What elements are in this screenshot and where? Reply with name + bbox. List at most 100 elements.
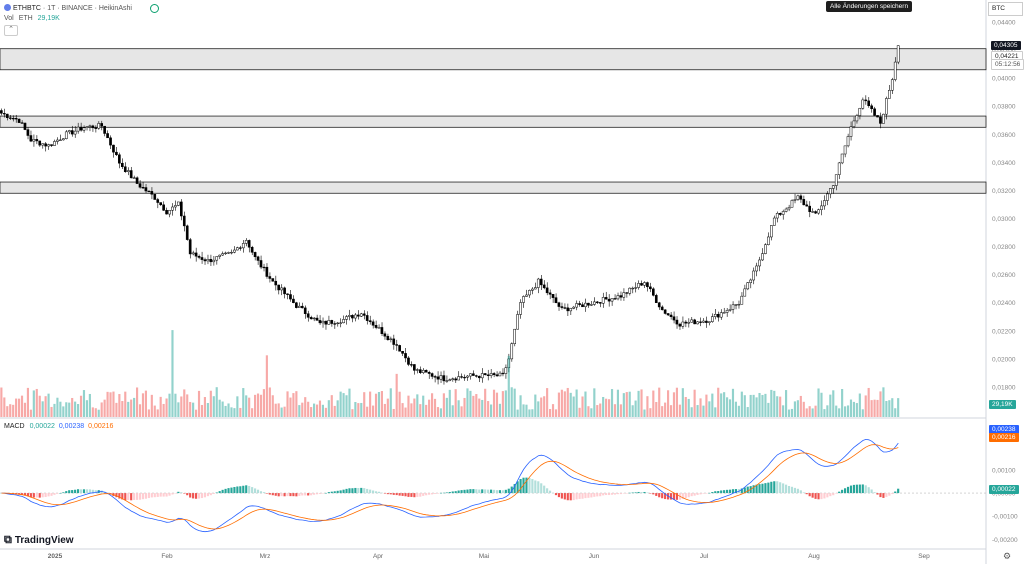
- volume-bar: [587, 406, 590, 417]
- candle: [345, 316, 348, 320]
- volume-bar: [268, 387, 271, 417]
- candle: [610, 298, 614, 302]
- volume-bar: [602, 396, 605, 417]
- volume-bar: [507, 355, 510, 417]
- volume-bar: [546, 388, 549, 417]
- candle: [796, 195, 800, 200]
- candle: [348, 315, 351, 317]
- macd-histogram-bar: [487, 489, 490, 494]
- candle: [147, 190, 151, 193]
- candle: [837, 162, 841, 175]
- candle: [469, 373, 472, 377]
- volume-bar: [596, 405, 599, 417]
- volume-bar: [879, 391, 882, 417]
- candle: [528, 290, 531, 296]
- volume-bar: [59, 401, 62, 417]
- macd-histogram-bar: [77, 489, 80, 494]
- volume-bar: [431, 393, 434, 417]
- volume-bar: [295, 391, 298, 417]
- volume-bar: [664, 402, 667, 417]
- candle: [138, 183, 142, 188]
- volume-bar: [165, 398, 168, 417]
- candle: [79, 126, 83, 131]
- volume-bar: [802, 401, 805, 417]
- macd-histogram-bar: [280, 493, 283, 497]
- macd-tick-label: -0,00100: [992, 514, 1018, 521]
- interval-label[interactable]: 1T: [47, 5, 56, 12]
- volume-bar: [133, 397, 136, 417]
- macd-histogram-bar: [849, 485, 853, 494]
- macd-histogram-bar: [808, 493, 811, 497]
- histogram-badge: 0,00022: [989, 485, 1019, 494]
- volume-bar: [782, 405, 785, 417]
- volume-bar: [858, 393, 861, 417]
- candle: [808, 205, 811, 212]
- volume-bar: [259, 394, 263, 417]
- volume-bar: [215, 387, 218, 417]
- candle: [684, 321, 688, 324]
- macd-histogram-bar: [796, 488, 799, 494]
- volume-bar: [832, 390, 835, 417]
- candle: [191, 252, 195, 255]
- candle: [604, 297, 608, 300]
- volume-bar: [711, 393, 714, 417]
- volume-bar: [844, 406, 847, 417]
- volume-bar: [661, 406, 664, 417]
- volume-bar: [100, 402, 103, 417]
- candle: [106, 133, 109, 139]
- candle: [144, 187, 148, 192]
- candle: [268, 276, 272, 279]
- candle: [557, 302, 561, 307]
- price-tick-label: 0,02400: [992, 300, 1016, 307]
- volume-bar: [103, 399, 106, 417]
- candle: [165, 210, 168, 215]
- macd-histogram-bar: [433, 493, 437, 494]
- macd-histogram-bar: [764, 483, 767, 494]
- candle: [519, 302, 522, 315]
- macd-histogram-bar: [805, 493, 808, 495]
- candle: [681, 321, 685, 327]
- collapse-legend-button[interactable]: ⌃: [4, 25, 18, 36]
- currency-selector[interactable]: BTC: [988, 2, 1023, 16]
- candle: [256, 256, 260, 261]
- settings-gear-icon[interactable]: ⚙: [1003, 551, 1012, 561]
- candle: [607, 298, 611, 302]
- exchange-label: BINANCE: [61, 5, 93, 12]
- volume-bar: [643, 409, 646, 417]
- candle: [156, 199, 160, 203]
- macd-histogram-bar: [88, 489, 91, 494]
- chart-style-label: HeikinAshi: [98, 5, 132, 12]
- volume-bar: [162, 403, 165, 417]
- candle: [374, 325, 378, 328]
- volume-bar: [619, 404, 622, 417]
- candle: [702, 320, 705, 323]
- candle: [321, 320, 325, 324]
- macd-legend: MACD 0,00022 0,00238 0,00216: [4, 423, 114, 430]
- volume-bar: [752, 394, 755, 417]
- volume-bar: [838, 408, 841, 417]
- macd-histogram-bar: [864, 485, 867, 494]
- candle: [233, 249, 236, 253]
- volume-bar: [687, 398, 690, 417]
- price-tick-label: 0,03400: [992, 160, 1016, 167]
- macd-histogram-bar: [212, 493, 215, 494]
- candle: [489, 373, 493, 376]
- macd-histogram-bar: [870, 489, 873, 494]
- candle: [687, 321, 691, 324]
- volume-bar: [26, 387, 29, 417]
- candle: [705, 320, 708, 323]
- macd-histogram-bar: [593, 493, 596, 497]
- visibility-icon[interactable]: [150, 4, 159, 13]
- volume-bar: [221, 401, 224, 417]
- volume-bar: [38, 395, 41, 417]
- volume-bar: [492, 389, 496, 417]
- candle: [265, 266, 269, 277]
- signal-line: [1, 444, 899, 530]
- volume-bar: [593, 388, 596, 417]
- volume-bar: [410, 403, 413, 417]
- symbol-name[interactable]: ETHBTC: [12, 5, 41, 12]
- volume-bar: [658, 387, 661, 417]
- macd-histogram-bar: [484, 489, 487, 494]
- volume-bar: [304, 397, 307, 417]
